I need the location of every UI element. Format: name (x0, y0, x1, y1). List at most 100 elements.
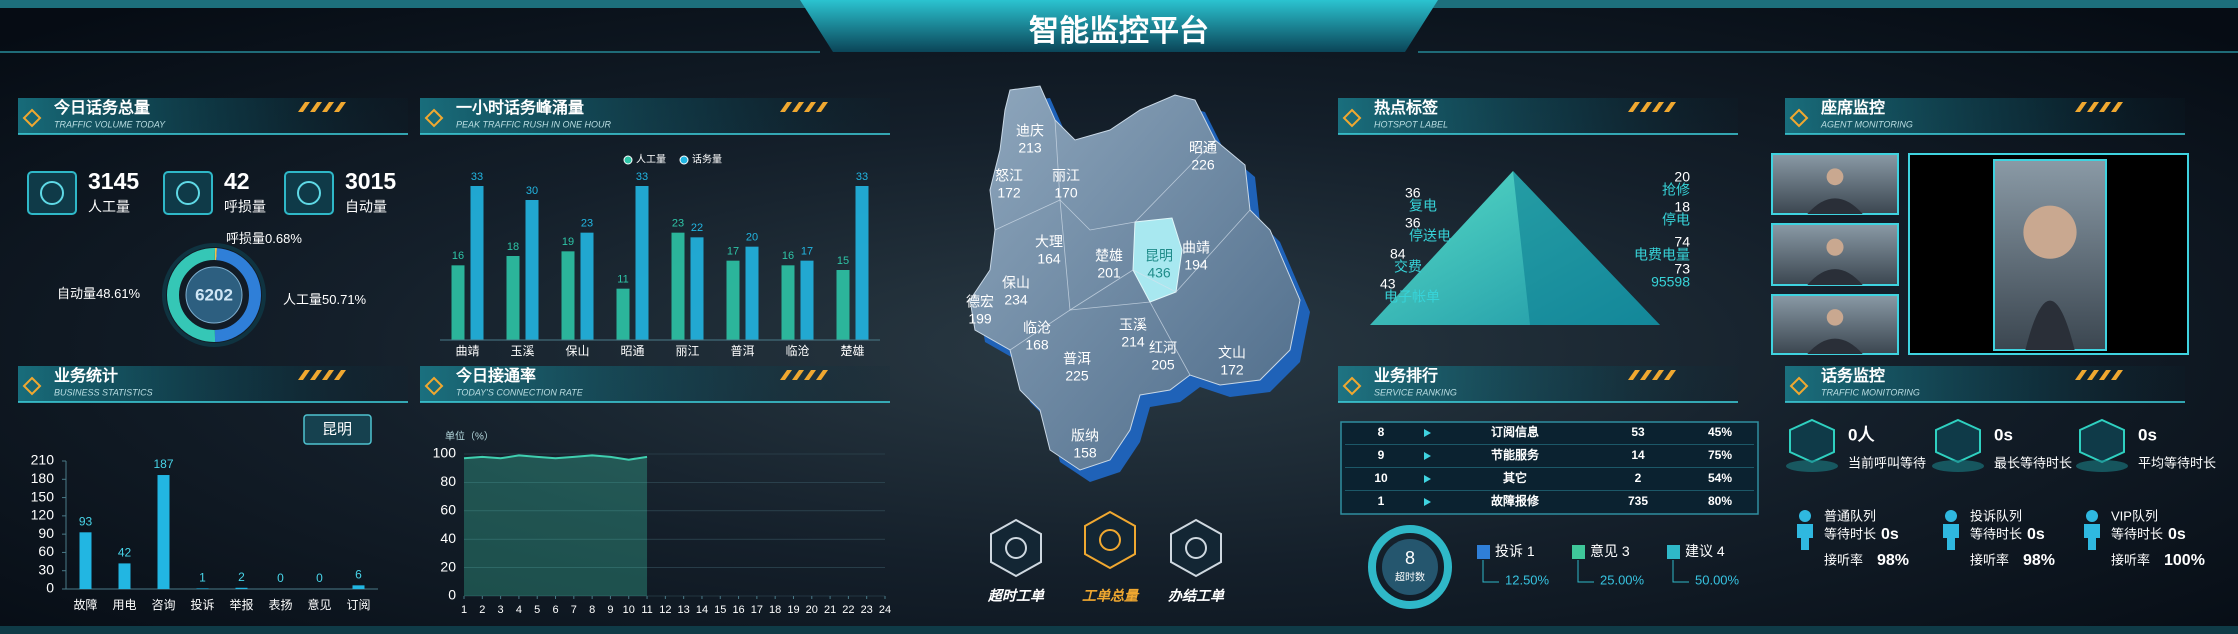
legend-label: 人工量 (636, 154, 666, 166)
action-icon[interactable] (990, 518, 1042, 578)
panel-header-stripe (322, 102, 334, 112)
action-label[interactable]: 超时工单 (987, 588, 1045, 604)
overtime-item: 意见 3 (1590, 543, 1630, 559)
panel-title: 话务监控 (1821, 366, 1885, 385)
panel-header-stripe (1640, 370, 1652, 380)
person-head (1826, 238, 1844, 256)
hotspot-pyramid-face (1513, 171, 1660, 325)
overtime-bracket (1482, 560, 1499, 583)
panel-subtitle: TRAFFIC MONITORING (1821, 387, 1920, 397)
panel-header-stripe (334, 370, 346, 380)
x-tick-label: 22 (842, 604, 854, 616)
y-tick-label: 100 (433, 445, 457, 461)
queue-icon-body (1797, 524, 1813, 550)
panel-subtitle: SERVICE RANKING (1374, 387, 1457, 397)
bar (800, 260, 814, 340)
monitor-base (1786, 460, 1838, 472)
x-tick-label: 3 (498, 604, 504, 616)
bar (745, 246, 759, 340)
queue-wait-label: 等待时长 (1824, 526, 1876, 541)
x-tick-label: 表扬 (268, 597, 292, 612)
ranking-cell: 其它 (1503, 470, 1527, 485)
bar (671, 232, 685, 340)
stat-icon-glyph (297, 181, 321, 205)
queue-name: 普通队列 (1824, 508, 1876, 523)
bar (635, 186, 649, 340)
panel-header-icon (22, 108, 42, 128)
y-tick-label: 60 (38, 543, 54, 559)
x-tick-label: 15 (714, 604, 726, 616)
panel-subtitle: AGENT MONITORING (1820, 119, 1913, 129)
action-label[interactable]: 工单总量 (1082, 588, 1140, 604)
monitor-icon (1789, 418, 1835, 464)
bar-value-label: 33 (471, 171, 483, 183)
x-tick-label: 举报 (229, 597, 253, 612)
hotspot-value: 43 (1380, 276, 1396, 292)
panel-header-icon (424, 108, 444, 128)
x-tick-label: 14 (696, 604, 708, 616)
panel-header-stripe (1664, 370, 1676, 380)
y-tick-label: 0 (448, 587, 456, 603)
unit-label: 单位（%） (445, 430, 494, 443)
map-border (994, 199, 1251, 311)
panel-header-stripe (816, 102, 828, 112)
hotspot-label: 交费 (1394, 259, 1422, 275)
filter-button[interactable] (303, 414, 372, 445)
filter-label[interactable]: 昆明 (322, 421, 352, 438)
queue-rate-label: 接听率 (1970, 552, 2009, 567)
bar (352, 585, 365, 589)
hotspot-label: 95598 (1651, 274, 1690, 290)
overtime-share: 50.00% (1695, 572, 1740, 587)
action-label[interactable]: 办结工单 (1167, 588, 1225, 604)
bar-value-label: 0 (277, 571, 284, 585)
ranking-cell: 80% (1708, 494, 1732, 508)
ranking-cell: 735 (1628, 494, 1648, 508)
panel-header-stripe (2087, 370, 2099, 380)
panel-header-stripe (334, 102, 346, 112)
stat-label: 人工量 (88, 199, 130, 215)
bar-value-label: 1 (199, 571, 206, 585)
panel-header-stripe (298, 102, 310, 112)
x-tick-label: 19 (787, 604, 799, 616)
ranking-cell: 75% (1708, 448, 1732, 462)
panel-header-icon (22, 376, 42, 396)
monitor-icon (2079, 418, 2125, 464)
y-tick-label: 210 (31, 452, 55, 468)
x-tick-label: 13 (678, 604, 690, 616)
ranking-cell: 54% (1708, 471, 1732, 485)
person-body (1807, 338, 1863, 354)
action-icon[interactable] (1170, 518, 1222, 578)
person-body (1807, 269, 1863, 285)
x-tick-label: 楚雄 (840, 343, 864, 358)
x-tick-label: 玉溪 (510, 344, 534, 358)
ranking-cell: 14 (1631, 448, 1645, 462)
overtime-item-name: 意见 (1590, 543, 1618, 559)
bar-value-label: 17 (801, 246, 813, 258)
region-value: 201 (1097, 265, 1121, 281)
action-icon[interactable] (1084, 510, 1136, 570)
bar (470, 186, 484, 340)
x-tick-label: 16 (732, 604, 744, 616)
panel-header-stripe (2087, 102, 2099, 112)
x-tick-label: 9 (607, 604, 613, 616)
panel-header-stripe (1628, 102, 1640, 112)
bar (690, 237, 704, 340)
panel-header-stripe (2111, 370, 2123, 380)
stat-icon (27, 171, 77, 215)
overtime-bracket (1577, 560, 1594, 583)
bar-value-label: 18 (507, 241, 519, 253)
region-name: 德宏 (966, 294, 994, 310)
stat-label: 呼损量 (224, 199, 266, 215)
overtime-swatch (1477, 545, 1490, 559)
region-name: 楚雄 (1095, 248, 1123, 264)
area-fill (464, 455, 648, 596)
bar-value-label: 11 (617, 274, 628, 286)
panel-subtitle: HOTSPOT LABEL (1374, 119, 1448, 129)
region-name: 昆明 (1145, 248, 1173, 264)
x-tick-label: 丽江 (675, 344, 699, 358)
bar-value-label: 33 (856, 171, 868, 183)
region-value: 158 (1073, 445, 1097, 461)
queue-rate-label: 接听率 (2111, 552, 2150, 567)
hotspot-label: 停电 (1662, 212, 1690, 228)
